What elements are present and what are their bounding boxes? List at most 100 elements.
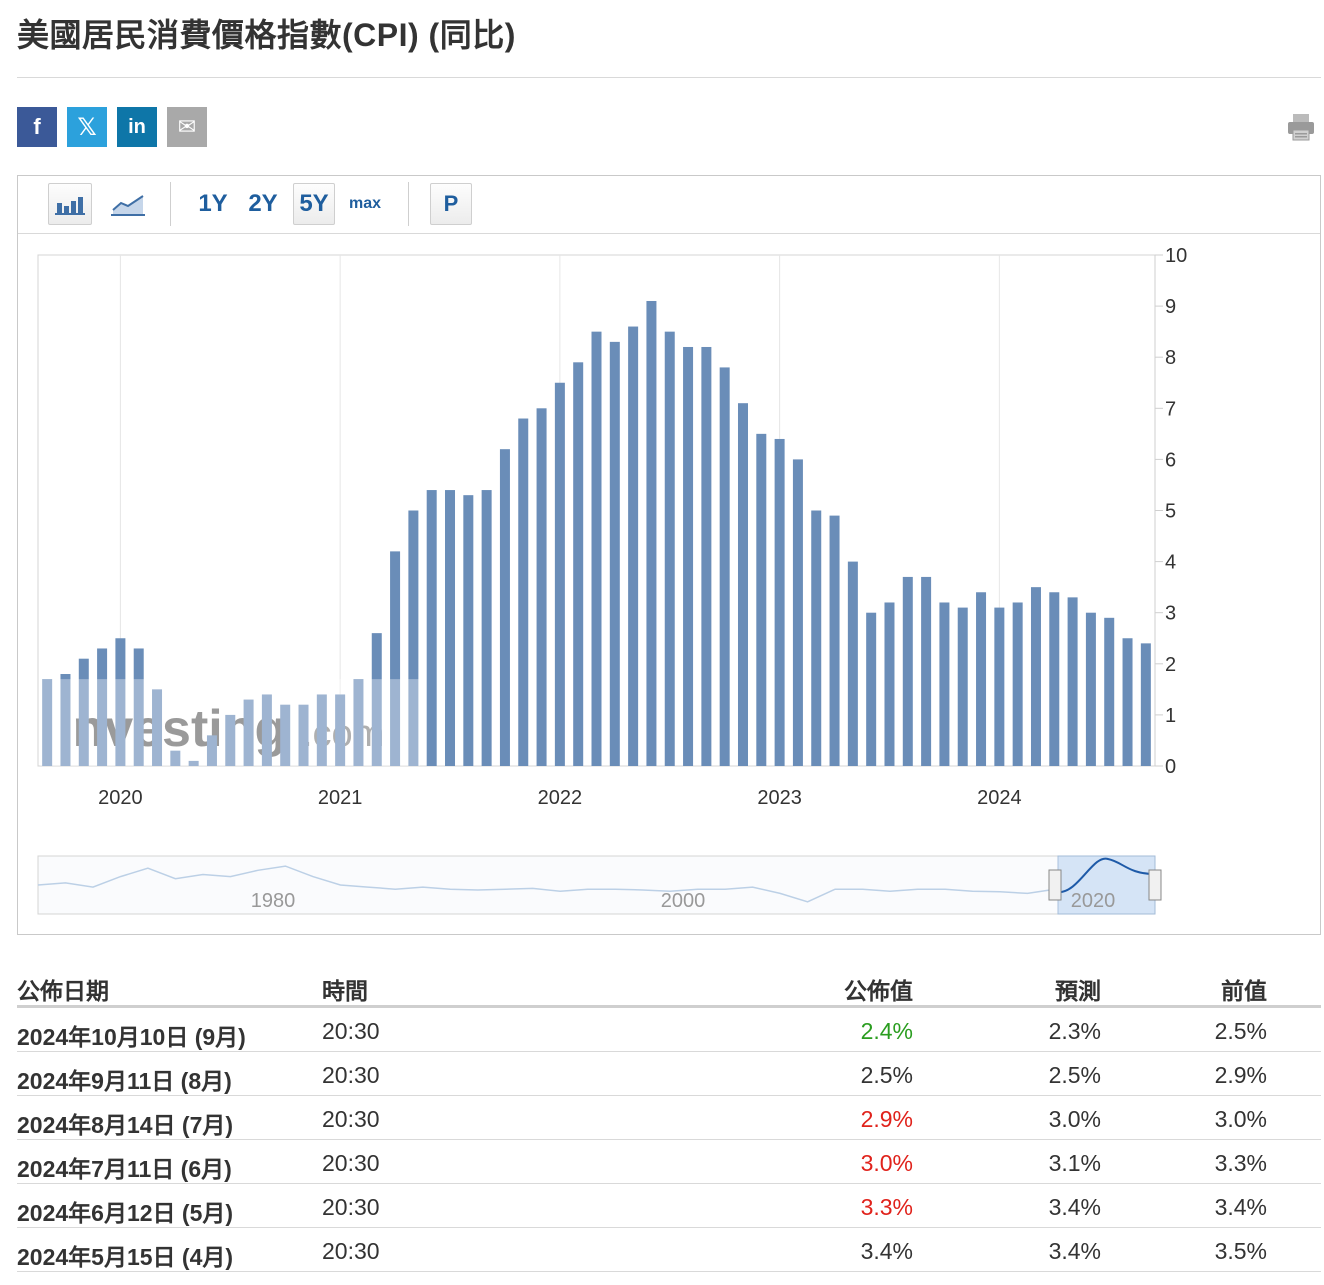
bar-chart-button[interactable] (48, 183, 92, 225)
row-previous: 3.5% (1214, 1238, 1267, 1264)
x-tick-label: 2020 (98, 787, 143, 809)
y-tick-label: 0 (1165, 756, 1176, 778)
release-table: 公佈日期 時間 公佈值 預測 前值 2024年10月10日 (9月) 20:30 2… (17, 962, 1321, 1272)
row-actual: 2.5% (860, 1062, 913, 1088)
range-1y-button[interactable]: 1Y (198, 190, 228, 217)
navigator-selected-series (1057, 857, 1156, 894)
row-previous: 3.4% (1214, 1194, 1267, 1220)
bar-2020-01 (115, 638, 126, 766)
bar-2024-02 (1012, 602, 1023, 766)
chart-panel: 1Y 2Y 5Y max P 2020 2021 2022 2023 2024 0 1 2 3 4… (17, 175, 1321, 935)
email-share-button[interactable]: ✉ (167, 107, 207, 147)
navigator-right-handle[interactable] (1148, 869, 1162, 901)
bar-2021-03 (371, 633, 382, 766)
bar-2020-03 (152, 689, 163, 766)
y-tick-label: 8 (1165, 347, 1176, 369)
bar-2024-08 (1122, 638, 1133, 766)
bar-2021-04 (390, 551, 401, 766)
y-tick-label: 3 (1165, 603, 1176, 625)
table-row: 2024年8月14日 (7月) 20:30 2.9% 3.0% 3.0% (17, 1096, 1321, 1140)
line-chart-button[interactable] (106, 183, 150, 225)
bar-2021-06 (426, 490, 437, 766)
navigator (37, 855, 1156, 915)
bar-2023-02 (792, 459, 803, 766)
print-icon[interactable] (1286, 112, 1316, 142)
bar-2020-10 (280, 704, 291, 766)
page-title: 美國居民消費價格指數(CPI) (同比) (17, 17, 516, 53)
range-max-button[interactable]: max (348, 195, 382, 212)
twitter-icon: 𝕏 (77, 113, 97, 141)
navigator-label: 2020 (1071, 890, 1116, 912)
bar-2023-03 (811, 510, 822, 766)
bar-2022-05 (628, 326, 639, 766)
linkedin-share-button[interactable]: in (117, 107, 157, 147)
bar-2022-02 (573, 362, 584, 766)
row-time: 20:30 (322, 1106, 380, 1132)
bar-2024-04 (1049, 592, 1060, 766)
p-button[interactable]: P (430, 183, 472, 225)
bar-2021-07 (445, 490, 456, 766)
header-previous: 前值 (1221, 978, 1267, 1004)
range-2y-button[interactable]: 2Y (248, 190, 278, 217)
bar-2020-02 (133, 648, 144, 766)
bar-2021-02 (353, 679, 364, 766)
navigator-left-handle[interactable] (1048, 869, 1062, 901)
bar-2022-04 (609, 341, 620, 766)
bar-2023-11 (957, 607, 968, 766)
table-row: 2024年9月11日 (8月) 20:30 2.5% 2.5% 2.9% (17, 1052, 1321, 1096)
row-actual: 2.9% (860, 1106, 913, 1132)
range-5y-button[interactable]: 5Y (293, 183, 335, 225)
header-forecast: 預測 (1055, 978, 1101, 1004)
twitter-share-button[interactable]: 𝕏 (67, 107, 107, 147)
bar-2021-08 (463, 495, 474, 766)
bar-2020-05 (188, 760, 199, 766)
toolbar-separator (408, 182, 409, 226)
row-actual: 2.4% (860, 1018, 913, 1044)
y-tick-label: 4 (1165, 552, 1176, 574)
facebook-share-button[interactable]: f (17, 107, 57, 147)
y-tick-label: 9 (1165, 296, 1176, 318)
row-actual: 3.3% (860, 1194, 913, 1220)
bar-2023-08 (902, 576, 913, 766)
row-forecast: 2.5% (1048, 1062, 1101, 1088)
toolbar-separator (170, 182, 171, 226)
bar-2021-01 (335, 694, 346, 766)
table-header: 公佈日期 時間 公佈值 預測 前值 (17, 962, 1321, 1008)
watermark-band (40, 679, 420, 766)
row-time: 20:30 (322, 1018, 380, 1044)
title-divider (17, 77, 1321, 78)
bar-2020-09 (261, 694, 272, 766)
bar-2022-12 (756, 433, 767, 766)
x-tick-label: 2023 (757, 787, 802, 809)
row-forecast: 3.0% (1048, 1106, 1101, 1132)
chart-toolbar: 1Y 2Y 5Y max P (18, 176, 1320, 234)
bar-2022-07 (664, 331, 675, 766)
bar-2021-09 (481, 490, 492, 766)
y-tick-label: 6 (1165, 449, 1176, 471)
bar-2021-10 (499, 449, 510, 766)
bar-2024-07 (1104, 617, 1115, 766)
bar-2022-10 (719, 367, 730, 766)
y-tick-label: 1 (1165, 705, 1176, 727)
y-tick-label: 2 (1165, 654, 1176, 676)
row-date: 2024年6月12日 (5月) (17, 1200, 234, 1226)
bar-2023-06 (866, 612, 877, 766)
header-date: 公佈日期 (17, 978, 109, 1004)
bar-2019-11 (78, 658, 89, 766)
y-tick-label: 7 (1165, 398, 1176, 420)
bar-2024-06 (1085, 612, 1096, 766)
table-row: 2024年6月12日 (5月) 20:30 3.3% 3.4% 3.4% (17, 1184, 1321, 1228)
bar-2019-09 (42, 679, 53, 766)
email-icon: ✉ (177, 114, 197, 139)
bar-2020-07 (225, 714, 236, 766)
bar-2024-01 (994, 607, 1005, 766)
row-forecast: 3.4% (1048, 1238, 1101, 1264)
bar-2021-11 (518, 418, 529, 766)
row-date: 2024年5月15日 (4月) (17, 1244, 234, 1270)
bar-2023-05 (847, 561, 858, 766)
bar-2023-01 (774, 438, 785, 766)
facebook-icon: f (33, 114, 41, 139)
bar-2020-04 (170, 750, 181, 766)
row-date: 2024年8月14日 (7月) (17, 1112, 234, 1138)
row-forecast: 2.3% (1048, 1018, 1101, 1044)
